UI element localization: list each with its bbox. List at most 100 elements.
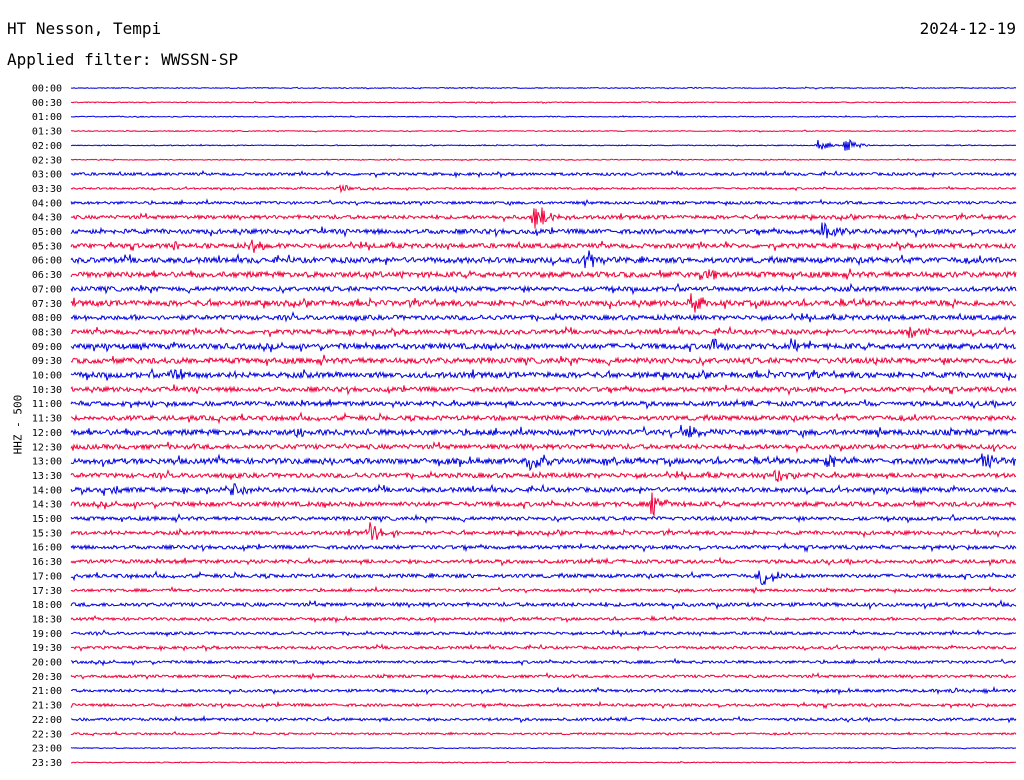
- trace-row: [70, 138, 1017, 151]
- trace-row: [70, 129, 1017, 133]
- row-time-label: 00:30: [32, 98, 62, 109]
- row-time-label: 21:30: [32, 701, 62, 712]
- trace-row: [70, 207, 1017, 229]
- row-time-label: 20:30: [32, 672, 62, 683]
- record-date: 2024-12-19: [919, 19, 1016, 38]
- row-time-label: 08:30: [32, 327, 62, 338]
- row-time-label: 19:00: [32, 629, 62, 640]
- trace-row: [70, 542, 1017, 553]
- filter-label: Applied filter: WWSSN-SP: [7, 50, 239, 69]
- trace-row: [70, 115, 1017, 119]
- trace-row: [70, 453, 1017, 472]
- trace-row: [70, 424, 1017, 439]
- trace-row: [70, 614, 1017, 624]
- row-time-label: 03:30: [32, 184, 62, 195]
- trace-row: [70, 522, 1017, 541]
- row-time-label: 05:00: [32, 227, 62, 238]
- row-time-label: 04:30: [32, 213, 62, 224]
- trace-row: [70, 338, 1017, 353]
- row-time-label: 12:30: [32, 442, 62, 453]
- row-time-label: 14:00: [32, 485, 62, 496]
- trace-row: [70, 714, 1017, 724]
- row-time-label: 02:30: [32, 155, 62, 166]
- row-time-label: 06:00: [32, 256, 62, 267]
- row-time-label: 07:30: [32, 299, 62, 310]
- row-time-label: 03:00: [32, 170, 62, 181]
- station-title: HT Nesson, Tempi: [7, 19, 162, 38]
- trace-row: [70, 746, 1017, 750]
- trace-row: [70, 250, 1017, 269]
- trace-row: [70, 440, 1017, 454]
- trace-row: [70, 628, 1017, 638]
- row-time-label: 14:30: [32, 500, 62, 511]
- row-time-label: 12:00: [32, 428, 62, 439]
- row-time-label: 16:00: [32, 543, 62, 554]
- row-time-label: 07:00: [32, 284, 62, 295]
- row-time-label: 04:00: [32, 198, 62, 209]
- trace-row: [71, 100, 1017, 105]
- row-time-label: 15:00: [32, 514, 62, 525]
- trace-row: [70, 700, 1017, 710]
- row-time-label: 21:00: [32, 686, 62, 697]
- trace-row: [70, 158, 1017, 162]
- trace-row: [70, 183, 1017, 194]
- trace-row: [70, 384, 1017, 396]
- row-time-label: 10:30: [32, 385, 62, 396]
- trace-row: [70, 643, 1017, 653]
- trace-row: [70, 293, 1017, 313]
- row-time-label: 18:30: [32, 614, 62, 625]
- trace-row: [70, 556, 1017, 567]
- row-time-label: 13:00: [32, 457, 62, 468]
- trace-row: [70, 730, 1017, 737]
- row-time-label: 22:00: [32, 715, 62, 726]
- row-time-label: 13:30: [32, 471, 62, 482]
- trace-row: [70, 198, 1017, 207]
- row-time-label: 09:30: [32, 356, 62, 367]
- row-time-label: 01:30: [32, 127, 62, 138]
- row-time-label: 19:30: [32, 643, 62, 654]
- trace-row: [70, 483, 1017, 496]
- trace-row: [70, 354, 1017, 368]
- row-time-label: 02:00: [32, 141, 62, 152]
- row-time-label: 01:00: [32, 112, 62, 123]
- row-time-label: 18:00: [32, 600, 62, 611]
- trace-row: [70, 599, 1017, 611]
- row-time-label: 11:30: [32, 414, 62, 425]
- trace-row: [70, 311, 1017, 323]
- trace-row: [70, 657, 1016, 667]
- trace-row: [70, 585, 1017, 595]
- trace-row: [70, 685, 1017, 696]
- row-time-label: 23:00: [32, 744, 62, 755]
- row-time-label: 20:00: [32, 658, 62, 669]
- trace-row: [70, 398, 1017, 410]
- row-time-label: 11:00: [32, 399, 62, 410]
- row-time-label: 06:30: [32, 270, 62, 281]
- row-time-label: 16:30: [32, 557, 62, 568]
- row-time-label: 10:00: [32, 371, 62, 382]
- trace-row: [70, 570, 1017, 586]
- trace-row: [70, 268, 1017, 281]
- trace-row: [70, 760, 1017, 765]
- row-time-label: 09:00: [32, 342, 62, 353]
- trace-row: [70, 492, 1017, 518]
- trace-row: [70, 468, 1017, 482]
- trace-row: [70, 367, 1017, 381]
- trace-row: [70, 325, 1017, 338]
- trace-row: [70, 512, 1017, 524]
- row-time-label: 22:30: [32, 729, 62, 740]
- row-time-label: 05:30: [32, 241, 62, 252]
- trace-row: [70, 221, 1017, 239]
- trace-row: [70, 671, 1017, 681]
- row-time-label: 08:00: [32, 313, 62, 324]
- trace-row: [70, 411, 1017, 425]
- trace-row: [71, 86, 1017, 90]
- trace-row: [70, 282, 1017, 296]
- row-time-label: 15:30: [32, 528, 62, 539]
- row-time-label: 00:00: [32, 84, 62, 95]
- trace-row: [70, 169, 1017, 179]
- trace-row: [70, 239, 1017, 253]
- row-time-label: 23:30: [32, 758, 62, 769]
- row-time-label: 17:30: [32, 586, 62, 597]
- row-time-label: 17:00: [32, 571, 62, 582]
